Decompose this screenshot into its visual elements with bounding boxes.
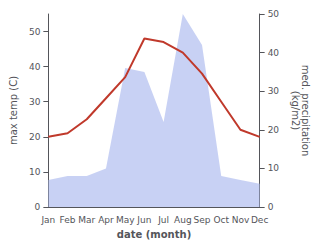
svg-text:Oct: Oct — [213, 215, 229, 225]
svg-text:Aug: Aug — [174, 215, 192, 225]
svg-text:Jan: Jan — [40, 215, 55, 225]
svg-text:Dec: Dec — [251, 215, 268, 225]
svg-text:10: 10 — [29, 167, 41, 177]
svg-text:Jun: Jun — [136, 215, 151, 225]
svg-text:40: 40 — [268, 48, 280, 58]
svg-text:30: 30 — [268, 86, 280, 96]
svg-text:Nov: Nov — [232, 215, 250, 225]
svg-text:0: 0 — [35, 202, 41, 212]
svg-text:40: 40 — [29, 62, 41, 72]
svg-text:Feb: Feb — [60, 215, 76, 225]
svg-text:med. precipitation: med. precipitation — [299, 64, 311, 157]
svg-text:Sep: Sep — [194, 215, 211, 225]
svg-text:50: 50 — [268, 9, 280, 19]
svg-text:50: 50 — [29, 27, 41, 37]
svg-text:Mar: Mar — [78, 215, 95, 225]
svg-text:0: 0 — [268, 202, 274, 212]
svg-text:date (month): date (month) — [117, 229, 191, 240]
svg-text:20: 20 — [268, 125, 280, 135]
svg-text:May: May — [116, 215, 135, 225]
svg-text:30: 30 — [29, 97, 41, 107]
svg-text:max temp (C): max temp (C) — [8, 76, 19, 145]
svg-text:10: 10 — [268, 163, 280, 173]
svg-text:(kg/m2): (kg/m2) — [290, 91, 301, 131]
svg-text:Apr: Apr — [98, 215, 114, 225]
svg-text:20: 20 — [29, 132, 41, 142]
svg-text:Jul: Jul — [157, 215, 169, 225]
